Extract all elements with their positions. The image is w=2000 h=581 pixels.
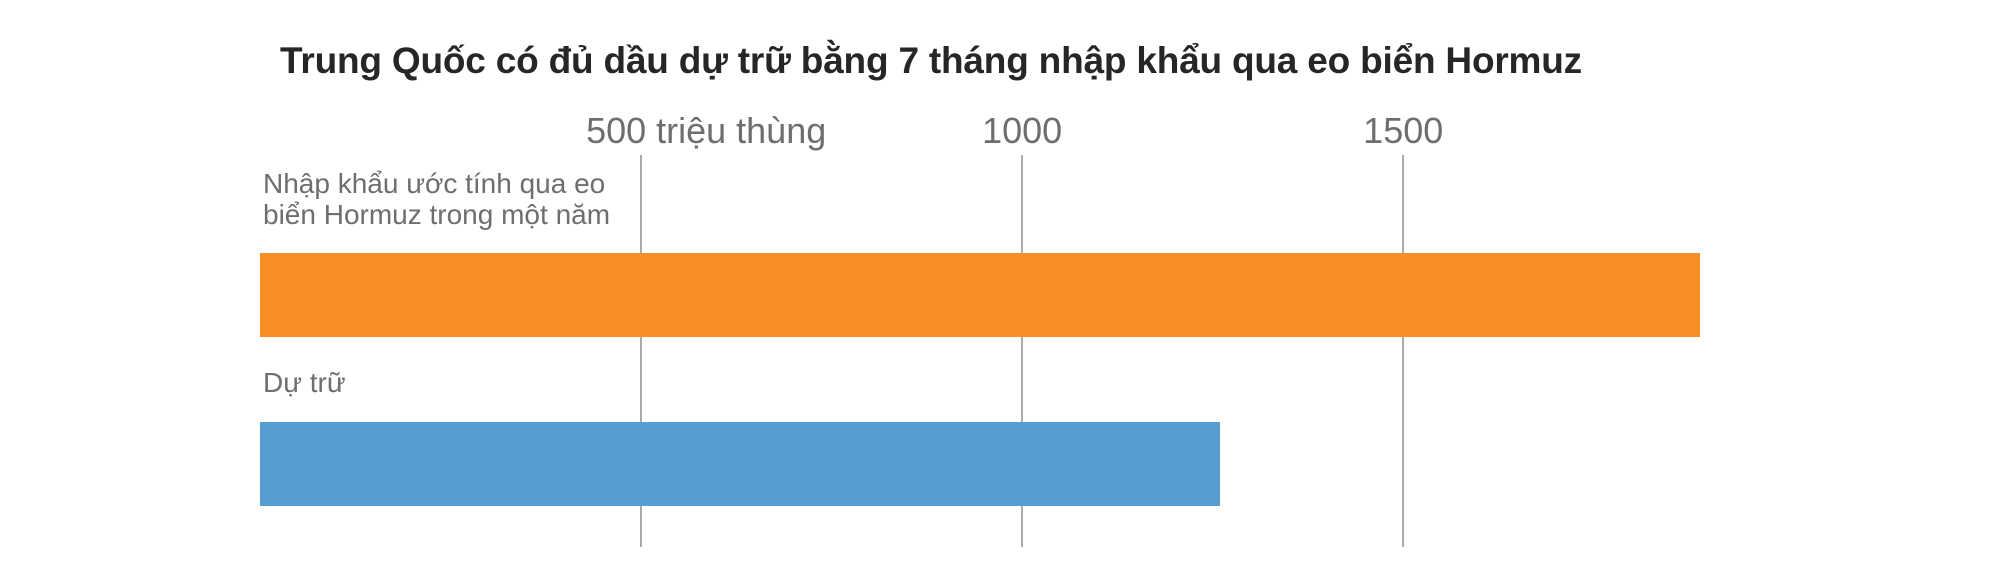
axis-tick-label: 1500 [1363, 110, 1444, 151]
axis-tick-label: 1000 [982, 110, 1063, 151]
axis-tick-label: 500 triệu thùng [586, 110, 827, 151]
bar-label-reserves: Dự trữ [263, 367, 346, 398]
gridline [1402, 155, 1405, 547]
gridline [1021, 155, 1024, 547]
bar-reserves [260, 422, 1221, 506]
chart-title: Trung Quốc có đủ dầu dự trữ bằng 7 tháng… [280, 40, 1582, 81]
bar-label-imports: Nhập khẩu ước tính qua eo biển Hormuz tr… [263, 168, 611, 230]
bar-imports [260, 253, 1701, 337]
gridline [640, 155, 643, 547]
